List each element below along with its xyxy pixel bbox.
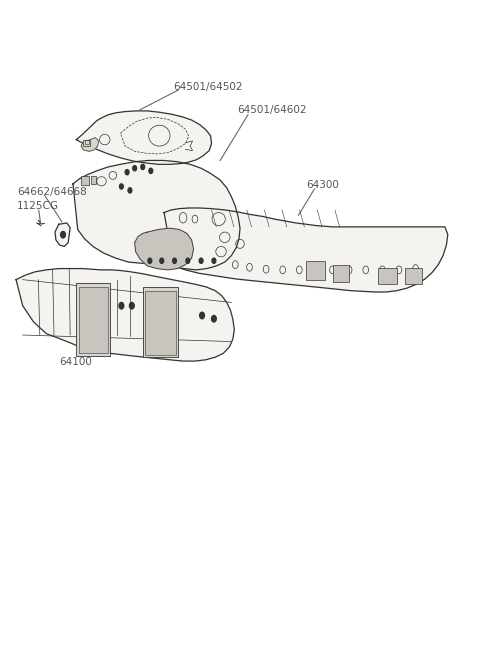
Polygon shape (55, 223, 70, 246)
Circle shape (160, 258, 164, 263)
Bar (143, 287, 179, 357)
Circle shape (133, 166, 137, 171)
Polygon shape (135, 228, 193, 270)
Circle shape (141, 164, 144, 170)
Bar (79, 287, 108, 353)
Bar (306, 261, 325, 280)
Bar (333, 265, 349, 282)
Circle shape (130, 302, 134, 309)
Circle shape (120, 184, 123, 189)
Bar (378, 268, 396, 284)
Polygon shape (73, 160, 240, 270)
Polygon shape (76, 111, 212, 164)
Circle shape (119, 302, 124, 309)
Circle shape (199, 258, 203, 263)
Text: 64501/64502: 64501/64502 (174, 83, 243, 93)
Circle shape (212, 315, 216, 322)
Circle shape (212, 258, 216, 263)
Bar (85, 140, 89, 144)
Polygon shape (164, 208, 448, 292)
Circle shape (60, 231, 65, 238)
Bar (405, 268, 422, 284)
Circle shape (125, 170, 129, 175)
Circle shape (148, 258, 152, 263)
Text: 64501/64602: 64501/64602 (238, 105, 307, 115)
Bar (76, 283, 110, 356)
Text: 64300: 64300 (306, 180, 339, 190)
Circle shape (173, 258, 177, 263)
Text: 1125CG: 1125CG (17, 201, 59, 211)
Polygon shape (16, 269, 234, 361)
Bar (145, 290, 176, 355)
Bar (91, 176, 96, 184)
Text: 64100: 64100 (60, 357, 93, 367)
Circle shape (200, 312, 204, 319)
Bar (81, 176, 89, 185)
Circle shape (128, 188, 132, 193)
Text: 64662/64668: 64662/64668 (17, 187, 87, 196)
Bar (84, 139, 90, 146)
Circle shape (149, 168, 153, 173)
Circle shape (186, 258, 190, 263)
Polygon shape (81, 137, 98, 151)
